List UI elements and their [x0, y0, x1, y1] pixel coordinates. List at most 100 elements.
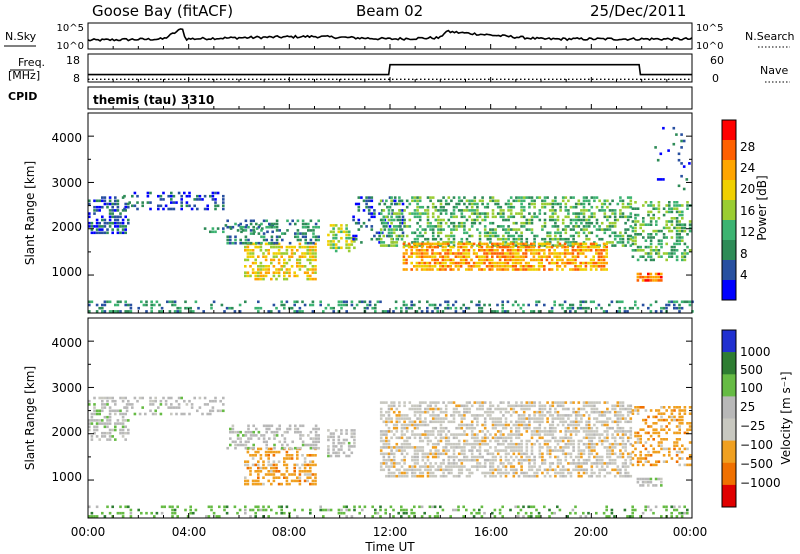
scatter-cell [634, 431, 637, 435]
scatter-cell [131, 403, 134, 406]
scatter-cell [418, 404, 422, 408]
scatter-cell [385, 215, 388, 219]
scatter-cell [437, 218, 440, 222]
scatter-cell [247, 427, 250, 431]
scatter-cell [673, 249, 676, 252]
scatter-cell [624, 244, 627, 247]
scatter-cell [226, 235, 229, 239]
scatter-cell [498, 245, 502, 249]
scatter-cell [114, 303, 117, 307]
scatter-cell [252, 424, 255, 428]
scatter-cell [124, 225, 127, 228]
scatter-cell [489, 458, 492, 462]
scatter-cell [541, 205, 544, 209]
scatter-cell [301, 252, 304, 255]
scatter-cell [108, 310, 112, 313]
scatter-cell [468, 407, 471, 411]
scatter-cell [522, 426, 526, 430]
scatter-cell [347, 454, 351, 458]
scatter-cell [548, 414, 552, 417]
scatter-cell [675, 133, 678, 136]
scatter-cell [431, 234, 435, 238]
scatter-cell [592, 242, 595, 246]
scatter-cell [170, 198, 173, 201]
scatter-cell [424, 436, 427, 440]
scatter-cell [270, 508, 273, 512]
scatter-cell [654, 310, 658, 313]
scatter-cell [385, 417, 388, 420]
scatter-cell [413, 241, 417, 244]
scatter-cell [535, 433, 539, 436]
scatter-cell [88, 428, 91, 432]
scatter-cell [398, 449, 401, 452]
scatter-cell [423, 511, 426, 515]
scatter-cell [647, 275, 650, 279]
scatter-cell [686, 463, 689, 467]
scatter-cell [634, 223, 637, 226]
scatter-cell [478, 303, 481, 307]
scatter-cell [577, 215, 581, 219]
scatter-cell [598, 209, 601, 212]
scatter-cell [537, 242, 541, 246]
scatter-cell [395, 202, 399, 206]
scatter-cell [124, 303, 127, 307]
scatter-cell [483, 225, 487, 228]
scatter-cell [214, 201, 217, 204]
scatter-cell [413, 231, 417, 235]
scatter-cell [457, 414, 461, 417]
scatter-cell [249, 265, 252, 268]
scatter-cell [101, 205, 104, 209]
scatter-cell [434, 436, 438, 440]
scatter-cell [644, 275, 647, 279]
scatter-cell [619, 426, 622, 430]
scatter-cell [403, 462, 406, 465]
scatter-cell [95, 310, 99, 313]
scatter-cell [93, 212, 96, 215]
scatter-cell [257, 430, 261, 434]
scatter-cell [556, 225, 560, 228]
scatter-cell [285, 457, 289, 460]
scatter-cell [517, 404, 521, 408]
scatter-cell [465, 458, 469, 462]
scatter-cell [515, 471, 518, 475]
scatter-cell [452, 228, 456, 231]
scatter-cell [514, 249, 517, 252]
scatter-cell [554, 244, 557, 247]
scatter-cell [504, 237, 508, 241]
scatter-cell [442, 436, 445, 440]
scatter-cell [424, 237, 427, 241]
scatter-cell [258, 224, 261, 227]
scatter-cell [101, 215, 104, 219]
scatter-cell [127, 303, 130, 307]
scatter-cell [528, 221, 531, 225]
scatter-cell [255, 222, 258, 226]
scatter-cell [407, 242, 411, 246]
scatter-cell [245, 224, 248, 227]
scatter-cell [541, 414, 544, 417]
scatter-cell [493, 242, 497, 246]
scatter-cell [246, 466, 250, 470]
scatter-cell [455, 225, 458, 228]
scatter-cell [116, 209, 120, 212]
scatter-cell [411, 212, 414, 215]
scatter-cell [447, 420, 451, 424]
scatter-cell [489, 221, 492, 225]
scatter-cell [525, 404, 529, 408]
scatter-cell [644, 252, 648, 255]
scatter-cell [585, 462, 588, 465]
scatter-cell [673, 245, 676, 249]
scatter-cell [481, 455, 484, 459]
scatter-cell [449, 261, 452, 265]
scatter-cell [170, 396, 173, 400]
scatter-cell [476, 439, 479, 443]
scatter-cell [670, 418, 674, 422]
scatter-cell [598, 436, 601, 440]
scatter-cell [559, 471, 562, 475]
scatter-cell [470, 199, 474, 203]
scatter-cell [520, 244, 523, 247]
scatter-cell [374, 310, 377, 313]
scatter-cell [670, 217, 674, 220]
scatter-cell [415, 261, 419, 265]
scatter-cell [312, 427, 315, 431]
scatter-cell [460, 414, 464, 417]
